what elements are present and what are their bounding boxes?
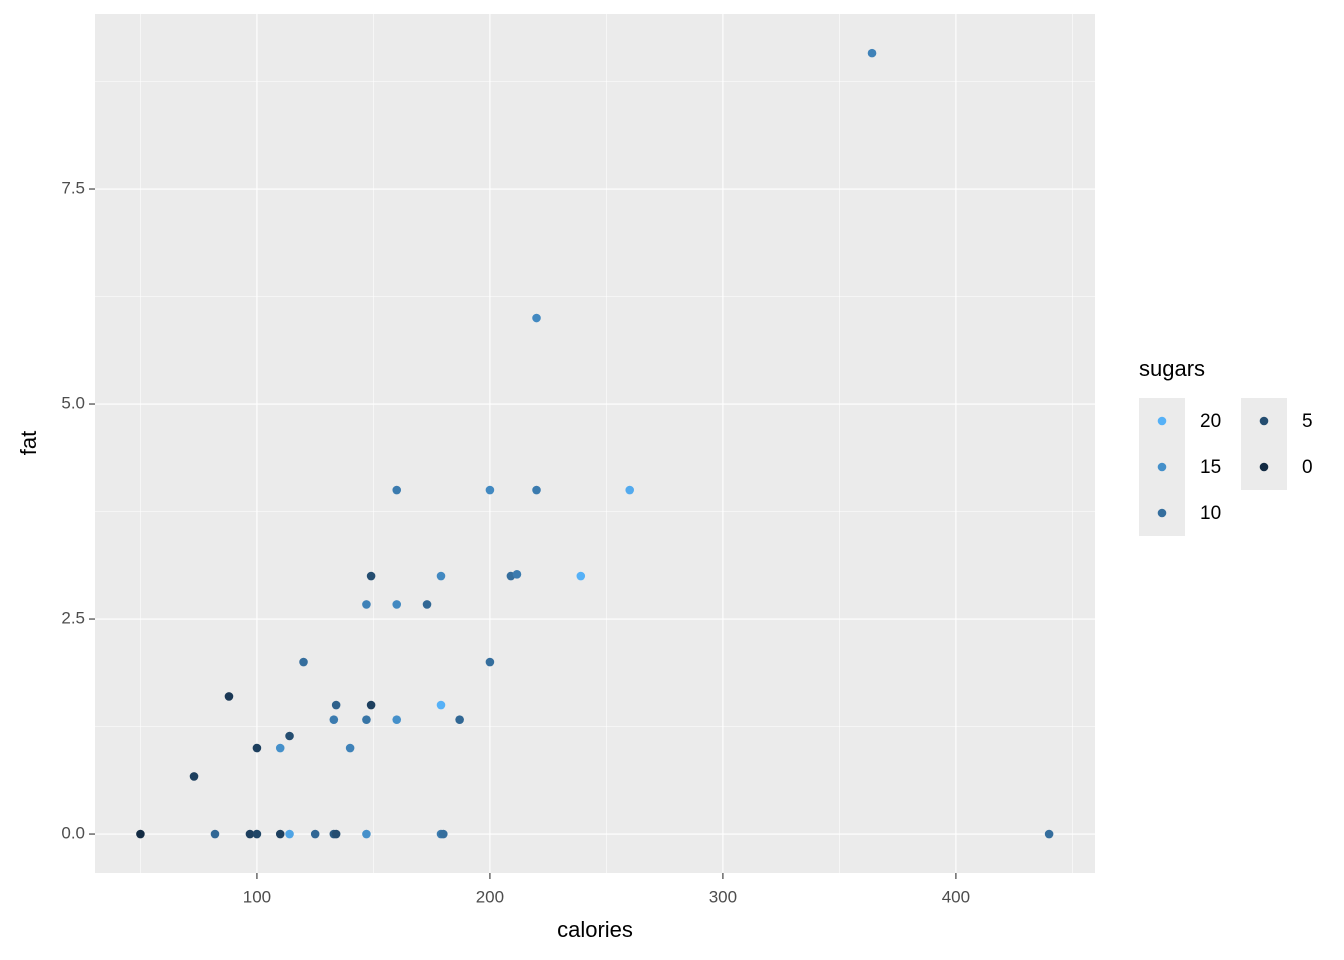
x-tick-label: 300 bbox=[709, 887, 737, 906]
point bbox=[532, 485, 541, 495]
point bbox=[455, 715, 464, 724]
point bbox=[331, 700, 341, 710]
point bbox=[512, 570, 522, 579]
legend-key-bg bbox=[1241, 398, 1287, 490]
point bbox=[366, 571, 376, 581]
point bbox=[224, 692, 234, 701]
y-tick-label: 0.0 bbox=[61, 824, 85, 843]
point bbox=[362, 829, 371, 839]
panel bbox=[95, 14, 1095, 873]
x-tick-label: 100 bbox=[243, 887, 271, 906]
legend-key bbox=[1157, 508, 1167, 518]
y-tick-label: 7.5 bbox=[61, 179, 85, 198]
point bbox=[422, 600, 432, 609]
point bbox=[285, 829, 294, 839]
point bbox=[189, 772, 199, 781]
legend-label: 5 bbox=[1302, 411, 1313, 432]
point bbox=[362, 600, 371, 609]
point bbox=[532, 313, 541, 323]
point bbox=[210, 829, 220, 839]
legend-title: sugars bbox=[1139, 356, 1205, 381]
legend-key bbox=[1259, 462, 1269, 472]
point bbox=[392, 600, 402, 609]
legend-key bbox=[1157, 462, 1167, 472]
point bbox=[285, 731, 294, 741]
y-tick-label: 5.0 bbox=[61, 394, 85, 413]
legend-label: 0 bbox=[1302, 457, 1313, 478]
point bbox=[245, 829, 255, 839]
point bbox=[439, 829, 448, 839]
point bbox=[436, 700, 446, 710]
point bbox=[1044, 829, 1054, 839]
legend-label: 15 bbox=[1200, 457, 1221, 478]
point bbox=[576, 571, 586, 581]
point bbox=[485, 485, 495, 495]
point bbox=[136, 829, 145, 839]
x-tick-label: 400 bbox=[942, 887, 970, 906]
x-tick-label: 200 bbox=[476, 887, 504, 906]
x-axis-title: calories bbox=[557, 917, 633, 942]
point bbox=[310, 829, 320, 839]
point bbox=[485, 657, 495, 667]
point bbox=[345, 743, 355, 753]
point bbox=[436, 571, 446, 581]
point bbox=[275, 829, 285, 839]
legend-label: 20 bbox=[1200, 411, 1221, 432]
point bbox=[392, 715, 402, 724]
point bbox=[392, 485, 402, 495]
point bbox=[625, 485, 635, 495]
point bbox=[299, 657, 308, 667]
y-axis-title: fat bbox=[16, 431, 41, 455]
point bbox=[362, 715, 371, 724]
legend-label: 10 bbox=[1200, 503, 1221, 524]
y-tick-label: 2.5 bbox=[61, 609, 85, 628]
legend-key bbox=[1259, 416, 1269, 426]
point bbox=[252, 829, 262, 839]
point bbox=[275, 743, 285, 753]
point bbox=[867, 48, 877, 58]
point bbox=[331, 829, 341, 839]
point bbox=[252, 743, 262, 753]
point bbox=[329, 715, 339, 724]
legend-key bbox=[1157, 416, 1167, 426]
point bbox=[366, 700, 376, 710]
